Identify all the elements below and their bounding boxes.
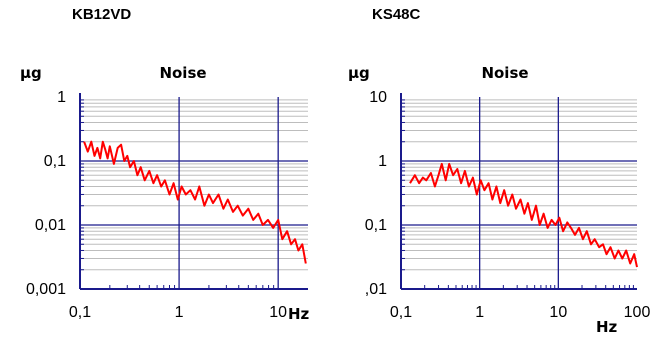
chart2-model-title: KS48C: [372, 6, 421, 23]
y-tick-label: 0,1: [44, 153, 66, 170]
y-tick-label: ,01: [365, 281, 387, 298]
y-tick-label: 1: [378, 153, 387, 170]
x-tick-label: 0,1: [390, 304, 412, 321]
y-tick-label: 1: [57, 89, 66, 106]
x-tick-label: 0,1: [69, 304, 91, 321]
x-tick-label: 10: [269, 304, 287, 321]
x-tick-label: 1: [475, 304, 484, 321]
x-tick-label: 1: [175, 304, 184, 321]
noise-series-line: [409, 162, 638, 268]
chart-title: Noise: [159, 64, 206, 82]
chart-title: Noise: [481, 64, 528, 82]
y-tick-label: 0,001: [26, 281, 66, 298]
x-axis-label: Hz: [288, 305, 310, 323]
y-axis-label: µg: [348, 64, 370, 82]
x-axis-label: Hz: [596, 318, 618, 336]
y-tick-label: 0,1: [365, 217, 387, 234]
y-tick-label: 10: [369, 89, 387, 106]
y-axis-label: µg: [20, 64, 42, 82]
y-tick-label: 0,01: [35, 217, 66, 234]
x-tick-label: 100: [624, 304, 651, 321]
x-tick-label: 10: [549, 304, 567, 321]
chart1-model-title: KB12VD: [72, 6, 132, 23]
noise-series-line: [83, 140, 307, 264]
